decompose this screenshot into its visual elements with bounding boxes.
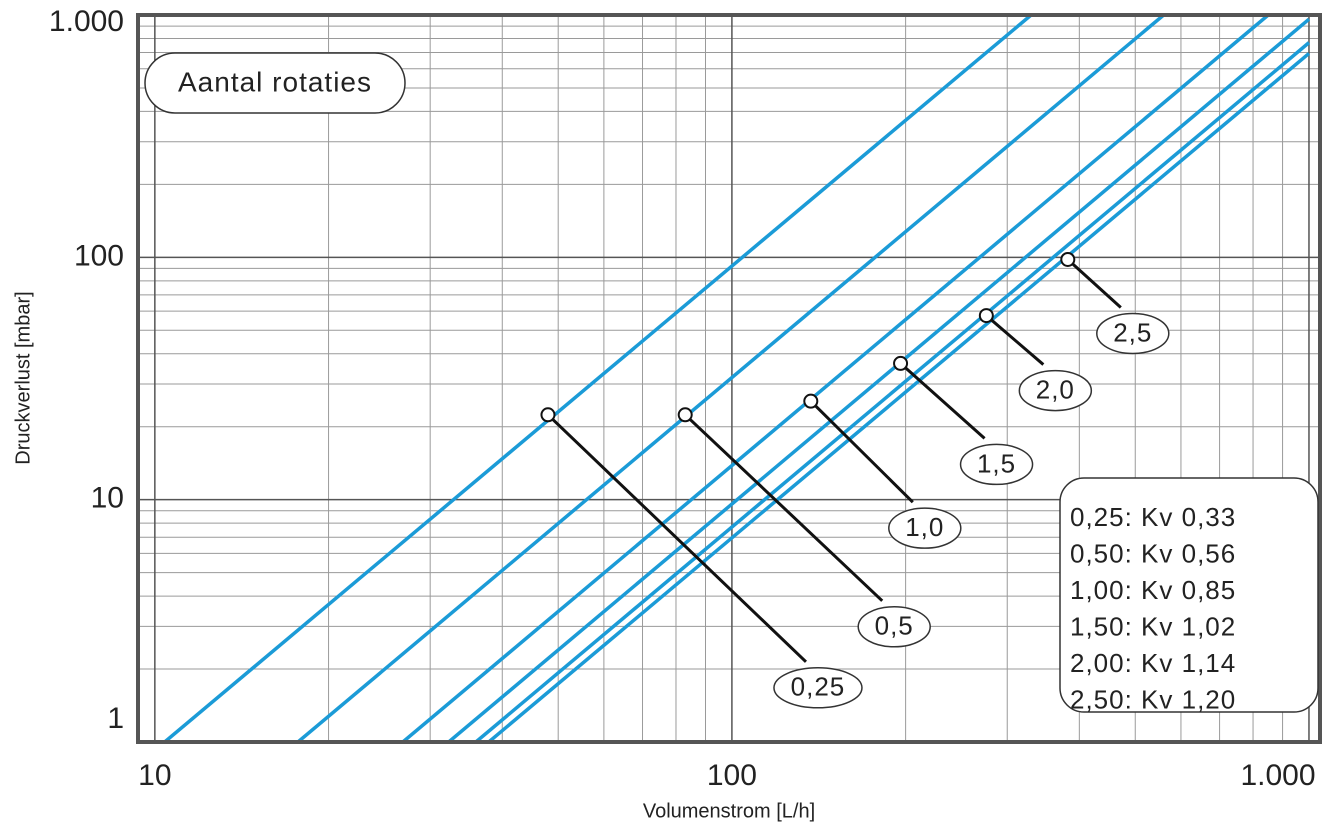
- callout-bubble: [1096, 312, 1170, 355]
- legend-label: 2,00: Kv 1,14: [1070, 648, 1236, 678]
- callout-line: [985, 314, 1045, 366]
- series-line: [401, 15, 1270, 742]
- callout-bubble: [888, 507, 962, 549]
- marker: [978, 308, 994, 324]
- callout-label: 2,0: [1036, 374, 1075, 404]
- marker: [1060, 251, 1076, 267]
- callout-label: 1,0: [905, 512, 944, 542]
- y-tick-label: 1.000: [49, 5, 124, 38]
- callout-label: 1,5: [977, 448, 1016, 478]
- marker: [803, 393, 819, 409]
- legend-label: 1,50: Kv 1,02: [1070, 611, 1236, 641]
- series-line: [447, 17, 1311, 742]
- callout-line: [546, 413, 807, 663]
- callout-line: [809, 400, 914, 504]
- legend-label: 1,00: Kv 0,85: [1070, 575, 1236, 605]
- callout-bubble: [857, 606, 931, 648]
- y-tick-label: 1: [107, 702, 124, 735]
- marker: [677, 407, 693, 423]
- series-line: [296, 15, 1165, 742]
- callout-label: 0,5: [875, 611, 914, 641]
- y-axis-title: Druckverlust [mbar]: [12, 291, 34, 464]
- callout-bubble: [959, 443, 1034, 486]
- legend-label: 0,25: Kv 0,33: [1070, 502, 1236, 532]
- x-axis-title: Volumenstrom [L/h]: [643, 800, 815, 822]
- callout-label: 2,5: [1113, 317, 1152, 347]
- legend-label: 2,50: Kv 1,20: [1070, 684, 1236, 714]
- series-line: [163, 15, 1033, 742]
- y-tick-label: 10: [91, 482, 124, 515]
- annotation: Aantal rotaties: [178, 66, 372, 97]
- callout-label: 0,25: [791, 672, 846, 702]
- y-tick-label: 100: [74, 239, 124, 272]
- marker: [540, 407, 556, 423]
- x-tick-label: 100: [707, 759, 757, 792]
- legend-box: [1059, 477, 1319, 713]
- plot-frame: [136, 13, 1322, 744]
- callout-bubble: [1018, 369, 1093, 412]
- callout-line: [899, 362, 986, 440]
- marker: [893, 355, 909, 371]
- series-line: [474, 41, 1311, 742]
- callout-bubble: [773, 667, 863, 709]
- callout-line: [1066, 258, 1122, 309]
- x-tick-label: 10: [138, 759, 171, 792]
- annotation-box: [144, 52, 406, 114]
- x-tick-label: 1.000: [1240, 759, 1315, 792]
- callout-line: [684, 413, 884, 602]
- series-line: [487, 52, 1311, 742]
- legend-label: 0,50: Kv 0,56: [1070, 538, 1236, 568]
